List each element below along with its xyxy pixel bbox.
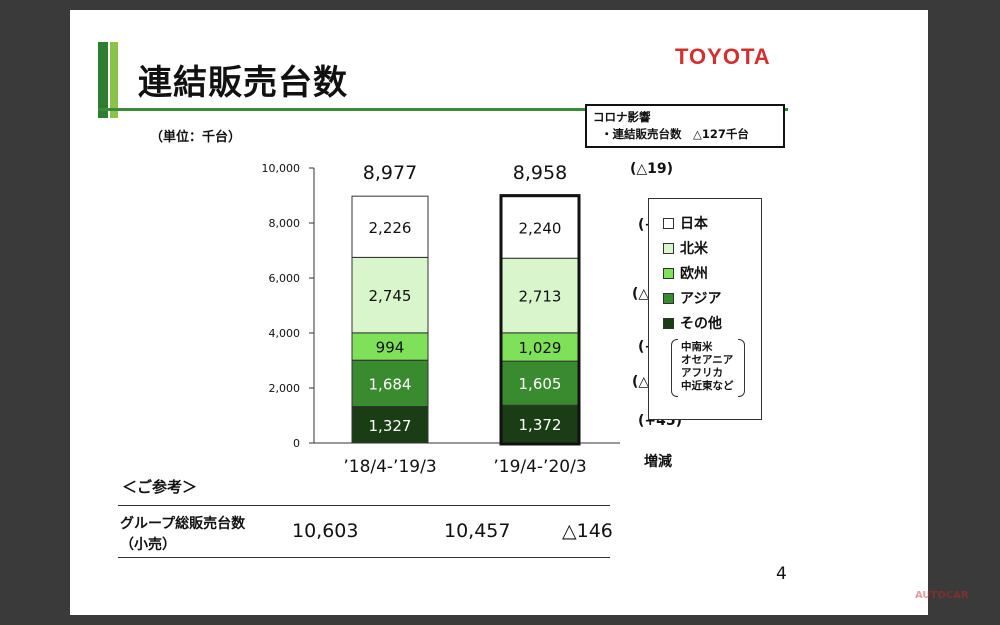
reference-row-name: グループ総販売台数 （小売）	[120, 514, 245, 556]
title-underline	[98, 108, 788, 111]
chart-legend: 日本 北米 欧州 アジア その他 中南米 オセアニア アフリカ 中近東など	[648, 198, 762, 420]
reference-value-fy2020: 10,457	[444, 520, 511, 542]
x-category-label: ’19/4-’20/3	[493, 457, 586, 477]
corona-impact-note: コロナ影響 ・連結販売台数 △127千台	[585, 104, 785, 148]
bar-segment-label: 2,745	[369, 287, 412, 305]
toyota-logo: TOYOTA	[675, 44, 771, 69]
bar-segment	[501, 196, 579, 259]
page-number: 4	[776, 564, 787, 584]
bar-segment	[351, 195, 429, 258]
reference-label: ＜ご参考＞	[122, 478, 198, 496]
title-accent-bar-light	[110, 42, 118, 118]
bar-segment-label: 994	[376, 339, 405, 357]
reference-diff: △146	[562, 520, 613, 542]
y-tick-label: 6,000	[269, 272, 301, 285]
bar-segment-label: 2,226	[369, 219, 412, 237]
reference-row-name-line1: グループ総販売台数	[120, 516, 246, 532]
brace-right	[738, 339, 745, 397]
y-tick-label: 10,000	[262, 162, 301, 175]
legend-other-breakdown: 中南米 オセアニア アフリカ 中近東など	[671, 339, 745, 397]
bar-segment-label: 2,240	[519, 219, 562, 237]
legend-label-north-america: 北米	[680, 241, 708, 257]
brace-left	[671, 339, 678, 397]
corona-line: ・連結販売台数 △127千台	[601, 127, 749, 141]
legend-swatch-asia	[663, 292, 674, 304]
legend-note-line: アフリカ	[681, 367, 723, 379]
x-category-label: ’18/4-’19/3	[343, 457, 436, 477]
watermark: AUTOCAR	[915, 590, 969, 601]
bar-segment	[501, 257, 579, 334]
legend-item-europe: 欧州	[663, 263, 708, 283]
title-accent-bar	[98, 42, 108, 118]
bar-segment	[351, 406, 429, 444]
legend-note-line: 中近東など	[681, 380, 734, 392]
corona-heading: コロナ影響	[593, 110, 651, 124]
bar-segment	[501, 360, 579, 406]
legend-label-japan: 日本	[680, 216, 708, 232]
legend-swatch-japan	[663, 217, 674, 229]
change-total: (△19)	[630, 161, 674, 177]
bar-segment-label: 1,029	[519, 339, 562, 357]
legend-item-japan: 日本	[663, 213, 708, 233]
bar-segment-label: 1,605	[519, 375, 562, 393]
y-tick-label: 4,000	[269, 327, 301, 340]
legend-label-other: その他	[680, 316, 722, 332]
legend-label-europe: 欧州	[680, 266, 708, 282]
bar-segment	[351, 256, 429, 334]
bar-total-label: 8,958	[513, 162, 567, 184]
page-title: 連結販売台数	[138, 63, 348, 103]
legend-swatch-europe	[663, 267, 674, 279]
bar-segment-label: 1,372	[519, 416, 562, 434]
legend-note-line: オセアニア	[681, 354, 734, 366]
legend-swatch-other	[663, 317, 674, 329]
legend-label-asia: アジア	[680, 291, 722, 307]
y-tick-label: 0	[293, 437, 300, 450]
reference-bottom-rule	[118, 557, 610, 558]
bar-segment-label: 2,713	[519, 288, 562, 306]
legend-swatch-north-america	[663, 242, 674, 254]
bar-segment-label: 1,684	[369, 375, 412, 393]
legend-item-north-america: 北米	[663, 238, 708, 258]
bar-emphasis-outline	[499, 194, 581, 446]
reference-top-rule	[118, 505, 610, 506]
change-header: 増減	[644, 454, 672, 470]
bar-total-label: 8,977	[363, 162, 417, 184]
reference-value-fy2019: 10,603	[292, 520, 359, 542]
legend-item-asia: アジア	[663, 288, 721, 308]
bar-segment	[501, 332, 579, 362]
bar-segment-label: 1,327	[369, 417, 412, 435]
unit-label: （単位：千台）	[150, 130, 242, 145]
y-tick-label: 8,000	[269, 217, 301, 230]
legend-item-other: その他	[663, 313, 722, 333]
legend-note-line: 中南米	[681, 341, 713, 353]
y-tick-label: 2,000	[269, 382, 301, 395]
reference-row-name-line2: （小売）	[120, 537, 176, 553]
bar-segment	[351, 332, 429, 361]
